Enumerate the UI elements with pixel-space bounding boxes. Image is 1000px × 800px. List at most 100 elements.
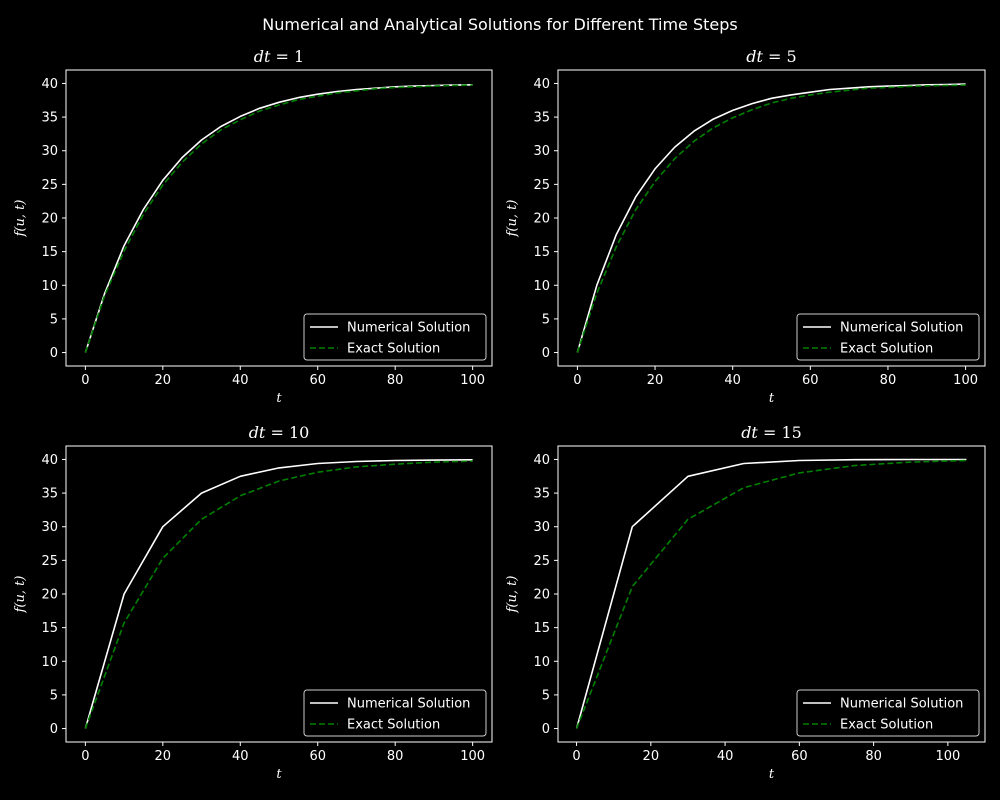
x-tick-label: 60 [309, 373, 326, 388]
legend-entry-label: Numerical Solution [347, 321, 470, 336]
x-tick-label: 0 [81, 749, 89, 764]
y-tick-label: 0 [50, 722, 58, 737]
y-axis-label: f(u, t) [13, 576, 28, 614]
y-tick-label: 40 [533, 453, 550, 468]
y-tick-label: 0 [542, 346, 550, 361]
y-tick-label: 30 [41, 520, 58, 535]
y-tick-label: 15 [533, 621, 550, 636]
x-axis-label: t [276, 391, 282, 406]
y-axis-label: f(u, t) [13, 200, 28, 238]
x-tick-label: 0 [81, 373, 89, 388]
y-tick-label: 15 [41, 245, 58, 260]
x-axis-label: t [276, 767, 282, 782]
y-tick-label: 35 [41, 487, 58, 502]
legend-box [796, 689, 980, 737]
legend-entry-label: Exact Solution [347, 342, 440, 357]
x-tick-label: 80 [865, 749, 882, 764]
x-tick-label: 20 [643, 749, 660, 764]
x-axis-label: t [769, 391, 775, 406]
y-tick-label: 30 [41, 144, 58, 159]
y-tick-label: 20 [41, 588, 58, 603]
legend-entry-label: Exact Solution [840, 342, 933, 357]
y-tick-label: 35 [41, 111, 58, 126]
y-tick-label: 10 [41, 655, 58, 670]
y-tick-label: 5 [542, 688, 550, 703]
legend-box [796, 313, 980, 361]
exact-solution-line [84, 460, 473, 729]
subplot-3: 0 20 40 60 80 100 0 5 10 15 20 25 30 35 40 t f(u, t) dt =… [13, 423, 493, 782]
legend: Numerical Solution Exact Solution [303, 689, 487, 737]
legend-entry-label: Numerical Solution [347, 697, 470, 712]
y-tick-label: 15 [533, 245, 550, 260]
x-tick-label: 80 [880, 373, 897, 388]
y-tick-label: 5 [542, 312, 550, 327]
y-tick-label: 40 [41, 77, 58, 92]
legend-entry-label: Exact Solution [840, 718, 933, 733]
y-tick-label: 35 [533, 487, 550, 502]
x-tick-label: 20 [647, 373, 664, 388]
y-tick-label: 15 [41, 621, 58, 636]
y-tick-label: 10 [41, 279, 58, 294]
legend-entry-label: Exact Solution [347, 718, 440, 733]
x-tick-label: 40 [232, 373, 249, 388]
y-tick-label: 10 [533, 655, 550, 670]
x-tick-label: 60 [802, 373, 819, 388]
x-tick-label: 100 [935, 749, 960, 764]
y-tick-label: 25 [533, 554, 550, 569]
x-tick-label: 20 [155, 749, 172, 764]
x-tick-label: 0 [573, 373, 581, 388]
x-tick-label: 60 [309, 749, 326, 764]
subplot-title: dt = 5 [746, 47, 796, 66]
y-tick-label: 30 [533, 520, 550, 535]
x-tick-label: 20 [155, 373, 172, 388]
x-tick-label: 60 [791, 749, 808, 764]
y-axis-label: f(u, t) [505, 200, 520, 238]
figure-suptitle: Numerical and Analytical Solutions for D… [262, 15, 737, 34]
numerical-solution-line [576, 83, 966, 353]
x-tick-label: 40 [232, 749, 249, 764]
legend-box [303, 689, 487, 737]
exact-solution-line [84, 84, 473, 353]
subplot-1: 0 20 40 60 80 100 0 5 10 15 20 25 30 35 40 t f(u, t) dt =… [13, 47, 493, 406]
y-tick-label: 10 [533, 279, 550, 294]
legend-box [303, 313, 487, 361]
legend: Numerical Solution Exact Solution [796, 313, 980, 361]
y-tick-label: 30 [533, 144, 550, 159]
exact-solution-line [576, 84, 966, 353]
x-tick-label: 0 [572, 749, 580, 764]
numerical-solution-line [84, 459, 473, 729]
legend: Numerical Solution Exact Solution [303, 313, 487, 361]
x-tick-label: 100 [460, 373, 485, 388]
y-tick-label: 20 [533, 588, 550, 603]
numerical-solution-line [575, 458, 967, 729]
x-tick-label: 40 [724, 373, 741, 388]
subplot-title: dt = 10 [249, 423, 310, 442]
y-tick-label: 20 [41, 212, 58, 227]
subplot-2: 0 20 40 60 80 100 0 5 10 15 20 25 30 35 40 t f(u, t) dt =… [505, 47, 986, 406]
x-tick-label: 100 [460, 749, 485, 764]
y-tick-label: 25 [41, 554, 58, 569]
y-tick-label: 25 [533, 178, 550, 193]
y-tick-label: 25 [41, 178, 58, 193]
y-tick-label: 0 [542, 722, 550, 737]
x-tick-label: 80 [387, 749, 404, 764]
y-tick-label: 40 [533, 77, 550, 92]
legend-entry-label: Numerical Solution [840, 697, 963, 712]
y-tick-label: 35 [533, 111, 550, 126]
y-tick-label: 5 [50, 312, 58, 327]
y-axis-label: f(u, t) [505, 576, 520, 614]
y-tick-label: 5 [50, 688, 58, 703]
legend: Numerical Solution Exact Solution [796, 689, 980, 737]
y-tick-label: 40 [41, 453, 58, 468]
subplot-4: 0 20 40 60 80 100 0 5 10 15 20 25 30 35 40 t f(u, t) dt =… [505, 423, 986, 782]
y-tick-label: 20 [533, 212, 550, 227]
legend-entry-label: Numerical Solution [840, 321, 963, 336]
x-tick-label: 40 [717, 749, 734, 764]
x-tick-label: 80 [387, 373, 404, 388]
subplot-title: dt = 15 [741, 423, 802, 442]
subplot-title: dt = 1 [254, 47, 304, 66]
exact-solution-line [575, 459, 967, 729]
